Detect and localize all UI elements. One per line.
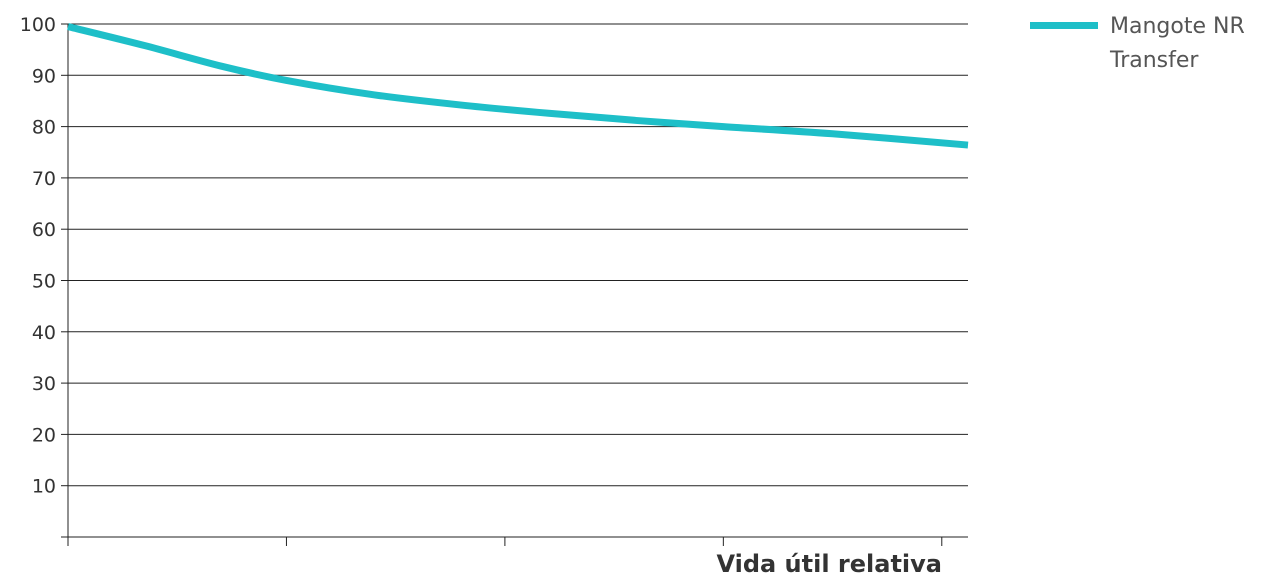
legend-label-0: Mangote NR Transfer: [1109, 14, 1245, 73]
legend-swatch-0: [1030, 22, 1098, 29]
legend-label-line: Mangote NR: [1110, 14, 1245, 39]
gridlines: [68, 23, 968, 487]
series-line-0: [67, 23, 969, 149]
y-tick-labels: 10 20 30 40 50 60 70 80 90 100: [20, 14, 56, 498]
legend-label-line: Transfer: [1109, 48, 1199, 73]
y-tick-label-50: 50: [32, 271, 56, 293]
y-tick-label-90: 90: [32, 65, 56, 87]
y-tick-label-100: 100: [20, 14, 56, 36]
y-tick-label-30: 30: [32, 373, 56, 395]
y-tick-label-10: 10: [32, 476, 56, 498]
y-tick-label-40: 40: [32, 322, 56, 344]
y-tick-label-70: 70: [32, 168, 56, 190]
y-tick-label-20: 20: [32, 424, 56, 446]
x-ticks: [67, 537, 943, 546]
series-lines: [67, 23, 969, 149]
y-tick-label-80: 80: [32, 117, 56, 139]
y-tick-label-60: 60: [32, 219, 56, 241]
legend: Mangote NR Transfer: [1030, 14, 1245, 73]
axes: [61, 23, 968, 538]
x-axis-label: Vida útil relativa: [716, 550, 942, 578]
